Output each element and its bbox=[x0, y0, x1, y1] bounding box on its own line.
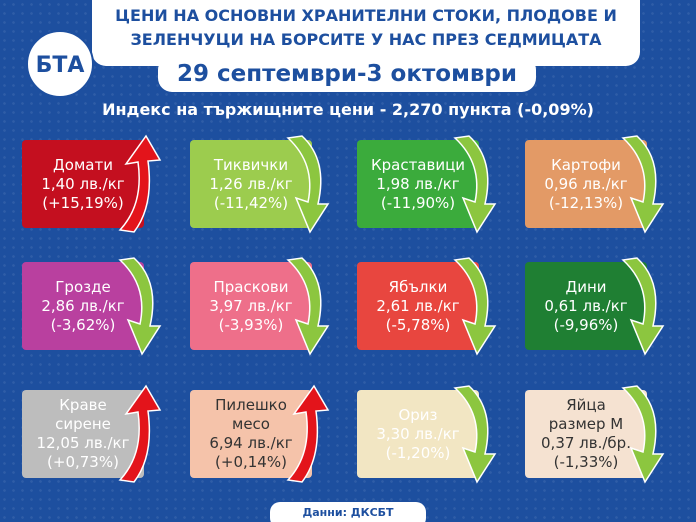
product-name: размер М bbox=[548, 415, 624, 433]
trend-arrow bbox=[118, 134, 162, 233]
trend-arrow bbox=[118, 257, 162, 356]
product-price: 0,37 лв./бр. bbox=[541, 434, 631, 452]
trend-arrow bbox=[621, 135, 665, 234]
arrow-shape bbox=[621, 257, 665, 356]
title-line: ЗЕЛЕНЧУЦИ НА БОРСИТЕ У НАС ПРЕЗ СЕДМИЦАТ… bbox=[130, 30, 602, 49]
product-price: 1,40 лв./кг bbox=[41, 174, 125, 193]
trend-arrow bbox=[453, 385, 497, 484]
product-price: 3,30 лв./кг bbox=[376, 424, 460, 443]
product-price: 0,96 лв./кг bbox=[544, 174, 628, 193]
date: 29 септември-3 октомври bbox=[158, 56, 536, 92]
product-card: Картофи 0,96 лв./кг (-12,13%) bbox=[525, 140, 647, 228]
product-name: сирене bbox=[55, 415, 111, 433]
arrow-shape bbox=[621, 385, 665, 484]
product-price: 0,61 лв./кг bbox=[544, 296, 628, 315]
product-card: Ябълки 2,61 лв./кг (-5,78%) bbox=[357, 262, 479, 350]
trend-arrow bbox=[286, 135, 330, 234]
product-change: (-1,20%) bbox=[385, 443, 451, 462]
product-change: (-5,78%) bbox=[385, 315, 451, 334]
product-name: Ябълки bbox=[388, 277, 448, 296]
product-card: Краве сирене 12,05 лв./кг (+0,73%) bbox=[22, 390, 144, 478]
product-name: Ориз bbox=[398, 405, 438, 424]
product-name: Яйца bbox=[566, 396, 606, 414]
product-price: 2,61 лв./кг bbox=[376, 296, 460, 315]
product-card: Тиквички 1,26 лв./кг (-11,42%) bbox=[190, 140, 312, 228]
trend-arrow bbox=[286, 384, 330, 483]
arrow-shape bbox=[286, 135, 330, 234]
product-change: (-1,33%) bbox=[553, 453, 619, 471]
arrow-shape bbox=[118, 134, 162, 233]
product-name: Грозде bbox=[55, 277, 111, 296]
product-name: Пилешко bbox=[215, 396, 287, 414]
arrow-shape bbox=[453, 135, 497, 234]
trend-arrow bbox=[621, 385, 665, 484]
product-card: Пилешко месо 6,94 лв./кг (+0,14%) bbox=[190, 390, 312, 478]
product-card: Ориз 3,30 лв./кг (-1,20%) bbox=[357, 390, 479, 478]
product-card: Яйца размер М 0,37 лв./бр. (-1,33%) bbox=[525, 390, 647, 478]
product-card: Краставици 1,98 лв./кг (-11,90%) bbox=[357, 140, 479, 228]
product-change: (-3,93%) bbox=[218, 315, 284, 334]
product-change: (-12,13%) bbox=[548, 193, 624, 212]
product-card: Грозде 2,86 лв./кг (-3,62%) bbox=[22, 262, 144, 350]
arrow-shape bbox=[453, 385, 497, 484]
product-change: (+0,14%) bbox=[215, 453, 287, 471]
index-line: Индекс на тържищните цени - 2,270 пункта… bbox=[102, 100, 594, 119]
product-name: Тиквички bbox=[213, 155, 289, 174]
trend-arrow bbox=[621, 257, 665, 356]
product-name: Краве bbox=[59, 396, 107, 414]
arrow-shape bbox=[118, 384, 162, 483]
arrow-shape bbox=[621, 135, 665, 234]
product-card: Дини 0,61 лв./кг (-9,96%) bbox=[525, 262, 647, 350]
footer: Данни: ДКСБТ bbox=[270, 502, 426, 522]
trend-arrow bbox=[286, 257, 330, 356]
product-name: Праскови bbox=[213, 277, 289, 296]
product-price: 1,26 лв./кг bbox=[209, 174, 293, 193]
trend-arrow bbox=[118, 384, 162, 483]
product-name: Краставици bbox=[370, 155, 466, 174]
product-change: (-3,62%) bbox=[50, 315, 116, 334]
arrow-shape bbox=[453, 257, 497, 356]
title-line: ЦЕНИ НА ОСНОВНИ ХРАНИТЕЛНИ СТОКИ, ПЛОДОВ… bbox=[115, 6, 617, 25]
trend-arrow bbox=[453, 257, 497, 356]
product-name: Дини bbox=[565, 277, 607, 296]
product-change: (-11,90%) bbox=[380, 193, 456, 212]
product-change: (+15,19%) bbox=[42, 193, 124, 212]
arrow-shape bbox=[286, 384, 330, 483]
product-change: (+0,73%) bbox=[47, 453, 119, 471]
product-card: Праскови 3,97 лв./кг (-3,93%) bbox=[190, 262, 312, 350]
product-change: (-9,96%) bbox=[553, 315, 619, 334]
product-price: 3,97 лв./кг bbox=[209, 296, 293, 315]
product-price: 6,94 лв./кг bbox=[209, 434, 293, 452]
trend-arrow bbox=[453, 135, 497, 234]
arrow-shape bbox=[118, 257, 162, 356]
arrow-shape bbox=[286, 257, 330, 356]
product-change: (-11,42%) bbox=[213, 193, 289, 212]
product-price: 12,05 лв./кг bbox=[36, 434, 130, 452]
product-price: 2,86 лв./кг bbox=[41, 296, 125, 315]
product-price: 1,98 лв./кг bbox=[376, 174, 460, 193]
logo: БТА bbox=[26, 30, 94, 98]
product-name: Домати bbox=[53, 155, 113, 174]
product-name: Картофи bbox=[551, 155, 621, 174]
product-name: месо bbox=[232, 415, 270, 433]
product-card: Домати 1,40 лв./кг (+15,19%) bbox=[22, 140, 144, 228]
header: ЦЕНИ НА ОСНОВНИ ХРАНИТЕЛНИ СТОКИ, ПЛОДОВ… bbox=[92, 0, 640, 66]
